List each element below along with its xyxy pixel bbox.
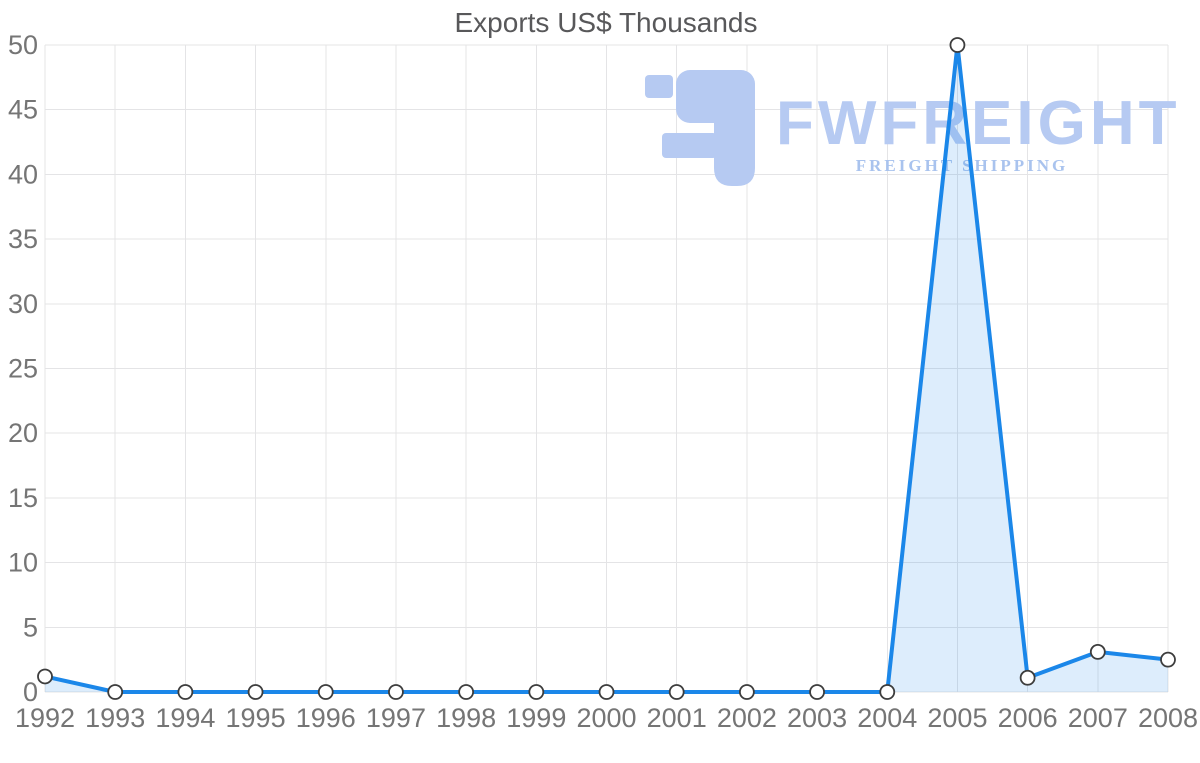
data-point-1994[interactable] [177, 684, 194, 700]
data-point-1996[interactable] [317, 684, 334, 700]
x-tick-1997: 1997 [366, 703, 426, 733]
data-point-2006[interactable] [1019, 669, 1036, 686]
data-point-1998[interactable] [458, 684, 475, 700]
x-tick-1995: 1995 [226, 703, 286, 733]
y-tick-20: 20 [8, 418, 38, 448]
y-tick-40: 40 [8, 159, 38, 189]
x-tick-1998: 1998 [436, 703, 496, 733]
x-tick-2008: 2008 [1138, 703, 1198, 733]
x-tick-2004: 2004 [857, 703, 917, 733]
data-point-1999[interactable] [528, 684, 545, 700]
data-point-2002[interactable] [738, 684, 755, 700]
x-tick-2006: 2006 [998, 703, 1058, 733]
y-tick-45: 45 [8, 95, 38, 125]
y-tick-5: 5 [23, 612, 38, 642]
x-tick-1999: 1999 [506, 703, 566, 733]
x-tick-2002: 2002 [717, 703, 777, 733]
data-point-2001[interactable] [668, 684, 685, 700]
x-tick-2001: 2001 [647, 703, 707, 733]
data-point-1997[interactable] [388, 684, 404, 700]
data-point-1992[interactable] [37, 668, 53, 685]
y-tick-30: 30 [8, 289, 38, 319]
x-tick-1992: 1992 [15, 703, 75, 733]
area-fill [45, 45, 1168, 692]
x-tick-2000: 2000 [576, 703, 636, 733]
data-point-1995[interactable] [247, 684, 264, 700]
data-point-2004[interactable] [879, 684, 896, 700]
x-tick-1996: 1996 [296, 703, 356, 733]
y-tick-35: 35 [8, 224, 38, 254]
data-point-2007[interactable] [1089, 643, 1106, 660]
x-tick-1993: 1993 [85, 703, 145, 733]
data-point-2008[interactable] [1160, 651, 1176, 668]
y-tick-50: 50 [8, 30, 38, 60]
x-tick-2007: 2007 [1068, 703, 1128, 733]
data-point-2000[interactable] [598, 684, 615, 700]
x-tick-2003: 2003 [787, 703, 847, 733]
x-tick-1994: 1994 [155, 703, 215, 733]
y-tick-10: 10 [8, 548, 38, 578]
y-tick-15: 15 [8, 483, 38, 513]
data-point-1993[interactable] [107, 684, 124, 700]
data-point-2003[interactable] [809, 684, 825, 700]
x-tick-2005: 2005 [927, 703, 987, 733]
y-tick-25: 25 [8, 354, 38, 384]
data-point-2005[interactable] [949, 37, 966, 53]
y-tick-0: 0 [23, 677, 38, 707]
